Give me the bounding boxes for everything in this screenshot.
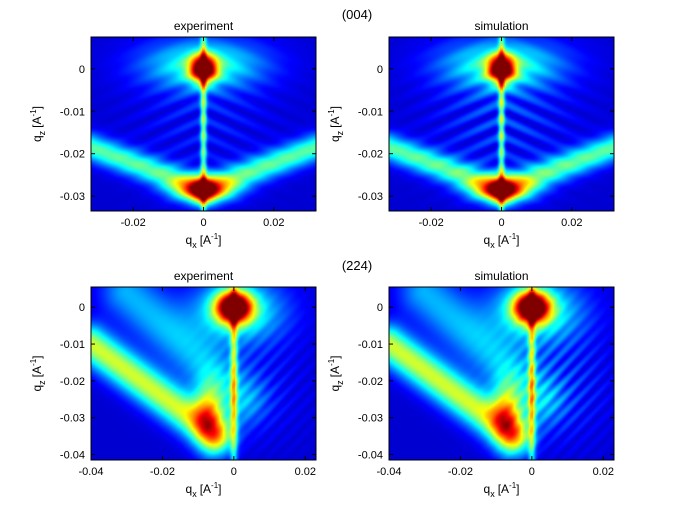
- y-axis-label-close: ]: [30, 106, 44, 109]
- x-tick-label: 0: [529, 466, 535, 478]
- heatmap-image: [91, 37, 316, 211]
- x-axis-label-main: q: [186, 233, 193, 247]
- y-axis-label-close: ]: [328, 356, 342, 359]
- y-axis-label-main: q: [30, 385, 44, 392]
- heatmap-image: [91, 287, 316, 460]
- y-tick-label: -0.03: [60, 191, 85, 203]
- y-axis-label: qz [A-1]: [327, 106, 345, 142]
- x-axis-label: qx [A-1]: [186, 232, 222, 250]
- y-tick-label: -0.03: [60, 413, 85, 425]
- x-axis-label-sub: x: [192, 240, 197, 250]
- x-axis-label-exp: -1: [211, 481, 219, 490]
- section-label-224: (224): [342, 258, 372, 273]
- y-axis-label-unit: [A: [328, 116, 342, 127]
- y-axis-label-unit: [A: [328, 366, 342, 377]
- x-tick-label: 0.02: [295, 466, 316, 478]
- x-axis-label-unit: [A: [498, 233, 509, 247]
- x-axis-label-exp: -1: [509, 481, 517, 490]
- y-axis-label-main: q: [328, 385, 342, 392]
- y-axis-label-unit: [A: [30, 366, 44, 377]
- heatmap-image: [389, 287, 614, 460]
- x-tick-label: -0.02: [419, 217, 444, 229]
- y-axis-label-close: ]: [30, 356, 44, 359]
- x-axis-label-sub: x: [192, 489, 197, 499]
- x-tick-label: -0.02: [448, 466, 473, 478]
- y-tick-label: -0.04: [358, 449, 383, 461]
- y-axis-label-exp: -1: [327, 109, 336, 117]
- panel-title: simulation: [474, 269, 528, 283]
- x-axis-label-main: q: [186, 482, 193, 496]
- x-axis-label-close: ]: [218, 233, 221, 247]
- x-axis-label-exp: -1: [509, 232, 517, 241]
- x-tick-label: 0.02: [593, 466, 614, 478]
- y-axis-label-main: q: [30, 135, 44, 142]
- y-tick-label: 0: [79, 302, 85, 314]
- panel-title: experiment: [174, 19, 234, 33]
- y-tick-label: 0: [79, 64, 85, 76]
- x-axis-label-unit: [A: [498, 482, 509, 496]
- x-tick-label: -0.02: [150, 466, 175, 478]
- x-axis-label-close: ]: [218, 482, 221, 496]
- panel-title: simulation: [474, 19, 528, 33]
- y-axis-label-main: q: [328, 135, 342, 142]
- y-axis-label: qz [A-1]: [327, 356, 345, 392]
- y-axis-label-exp: -1: [29, 109, 38, 117]
- plot-frame: [388, 286, 615, 461]
- x-axis-label-main: q: [484, 482, 491, 496]
- y-tick-label: -0.03: [358, 191, 383, 203]
- x-tick-label: -0.02: [121, 217, 146, 229]
- x-axis-label-exp: -1: [211, 232, 219, 241]
- heatmap-image: [389, 37, 614, 211]
- y-tick-label: 0: [377, 302, 383, 314]
- x-tick-label: -0.04: [376, 466, 401, 478]
- y-axis-label: qz [A-1]: [29, 106, 47, 142]
- y-axis-label-sub: z: [335, 130, 345, 135]
- x-axis-label: qx [A-1]: [484, 481, 520, 499]
- x-axis-label-close: ]: [516, 233, 519, 247]
- section-label-004: (004): [342, 7, 372, 22]
- x-tick-label: 0.02: [561, 217, 582, 229]
- y-tick-label: -0.02: [60, 149, 85, 161]
- x-axis-label-unit: [A: [200, 233, 211, 247]
- y-tick-label: -0.02: [358, 376, 383, 388]
- x-tick-label: 0: [231, 466, 237, 478]
- x-axis-label-close: ]: [516, 482, 519, 496]
- y-tick-label: -0.01: [358, 106, 383, 118]
- x-axis-label-sub: x: [490, 240, 495, 250]
- y-tick-label: 0: [377, 64, 383, 76]
- x-axis-label: qx [A-1]: [186, 481, 222, 499]
- y-axis-label: qz [A-1]: [29, 356, 47, 392]
- x-axis-label: qx [A-1]: [484, 232, 520, 250]
- y-tick-label: -0.01: [358, 339, 383, 351]
- y-tick-label: -0.01: [60, 339, 85, 351]
- y-axis-label-sub: z: [335, 380, 345, 385]
- x-axis-label-unit: [A: [200, 482, 211, 496]
- y-tick-label: -0.02: [60, 376, 85, 388]
- x-axis-label-sub: x: [490, 489, 495, 499]
- x-tick-label: 0: [200, 217, 206, 229]
- y-axis-label-sub: z: [37, 130, 47, 135]
- y-axis-label-unit: [A: [30, 116, 44, 127]
- y-axis-label-exp: -1: [327, 358, 336, 366]
- y-axis-label-exp: -1: [29, 358, 38, 366]
- y-tick-label: -0.04: [60, 449, 85, 461]
- y-tick-label: -0.02: [358, 149, 383, 161]
- plot-frame: [90, 286, 317, 461]
- y-axis-label-close: ]: [328, 106, 342, 109]
- heatmap-panel-3: simulation -0.04 -0.02 0 0.02 0 -0.01 -0.02 -0.0…: [327, 269, 615, 499]
- x-axis-label-main: q: [484, 233, 491, 247]
- panel-title: experiment: [174, 269, 234, 283]
- x-tick-label: 0.02: [263, 217, 284, 229]
- x-tick-label: -0.04: [78, 466, 103, 478]
- y-axis-label-sub: z: [37, 380, 47, 385]
- y-tick-label: -0.03: [358, 413, 383, 425]
- heatmap-panel-2: experiment -0.04 -0.02 0 0.02 0 -0.01 -0.02 -0.0…: [29, 269, 317, 499]
- y-tick-label: -0.01: [60, 106, 85, 118]
- x-tick-label: 0: [498, 217, 504, 229]
